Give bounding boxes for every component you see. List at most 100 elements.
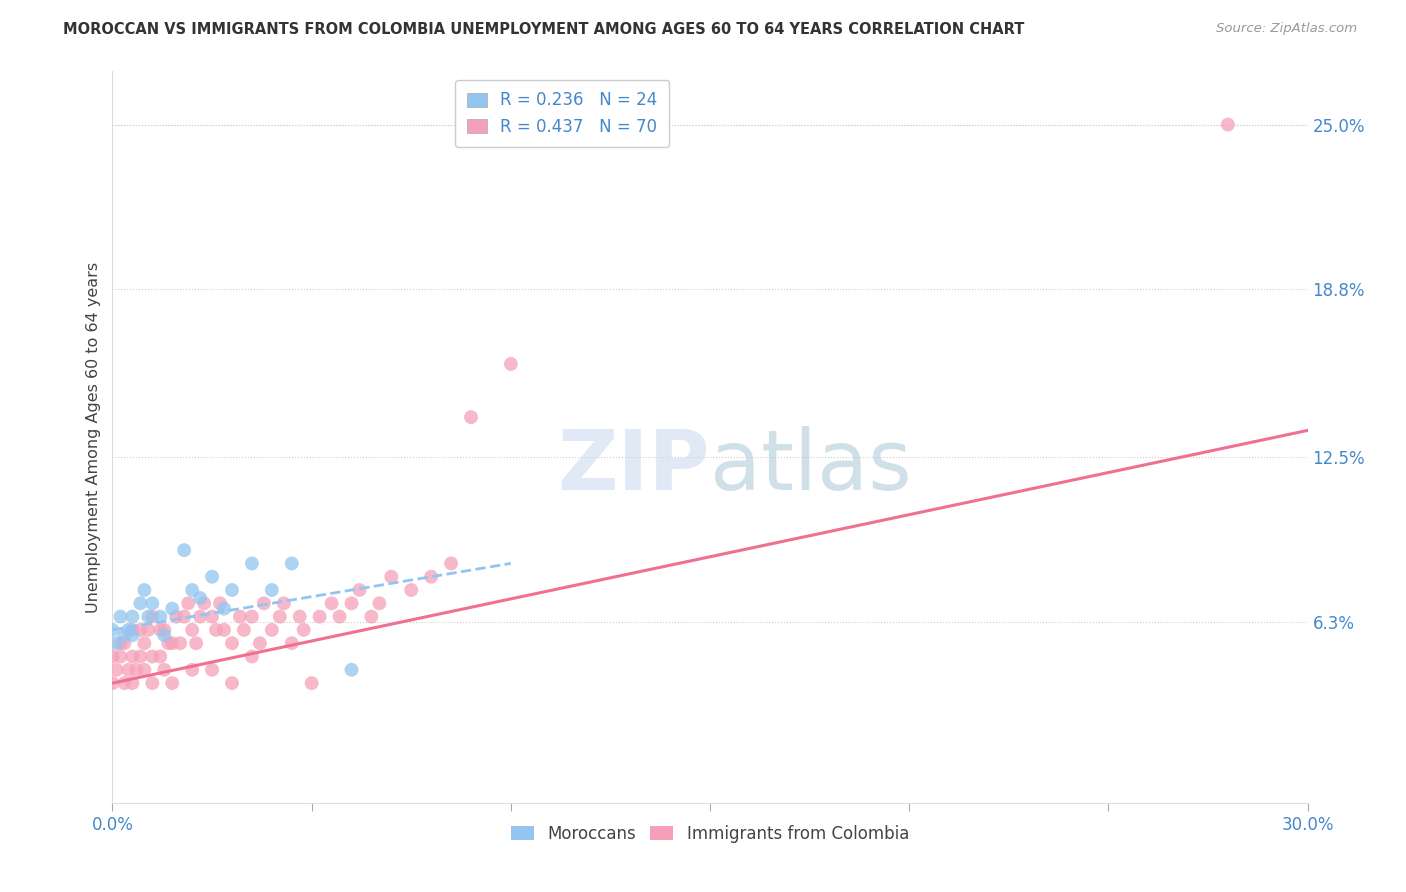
Point xyxy=(138,609,160,624)
Point xyxy=(440,557,463,571)
Point xyxy=(340,596,363,610)
Point xyxy=(121,628,143,642)
Point xyxy=(221,676,243,690)
Y-axis label: Unemployment Among Ages 60 to 64 years: Unemployment Among Ages 60 to 64 years xyxy=(86,261,101,613)
Text: Source: ZipAtlas.com: Source: ZipAtlas.com xyxy=(1216,22,1357,36)
Point xyxy=(233,623,256,637)
Point xyxy=(141,676,163,690)
Point xyxy=(114,628,135,642)
Point xyxy=(153,663,176,677)
Point xyxy=(288,609,311,624)
Point xyxy=(129,596,152,610)
Point xyxy=(308,609,330,624)
Point xyxy=(162,636,183,650)
Point xyxy=(292,623,315,637)
Text: MOROCCAN VS IMMIGRANTS FROM COLOMBIA UNEMPLOYMENT AMONG AGES 60 TO 64 YEARS CORR: MOROCCAN VS IMMIGRANTS FROM COLOMBIA UNE… xyxy=(63,22,1025,37)
Point xyxy=(162,601,183,615)
Point xyxy=(129,623,152,637)
Point xyxy=(360,609,382,624)
Point xyxy=(141,609,163,624)
Point xyxy=(121,609,143,624)
Point xyxy=(173,543,195,558)
Point xyxy=(269,609,291,624)
Point xyxy=(117,663,139,677)
Point xyxy=(401,582,423,597)
Point xyxy=(129,649,152,664)
Point xyxy=(281,557,304,571)
Point xyxy=(169,636,191,650)
Point xyxy=(134,582,156,597)
Point xyxy=(110,609,132,624)
Point xyxy=(368,596,391,610)
Point xyxy=(110,636,132,650)
Point xyxy=(121,623,143,637)
Point xyxy=(141,649,163,664)
Point xyxy=(240,557,263,571)
Point xyxy=(321,596,343,610)
Point xyxy=(420,570,443,584)
Point xyxy=(221,636,243,650)
Point xyxy=(162,676,183,690)
Text: ZIP: ZIP xyxy=(558,425,710,507)
Point xyxy=(181,582,204,597)
Point xyxy=(499,357,522,371)
Point xyxy=(114,676,135,690)
Point xyxy=(209,596,232,610)
Point xyxy=(153,628,176,642)
Point xyxy=(340,663,363,677)
Point xyxy=(201,570,224,584)
Point xyxy=(153,623,176,637)
Point xyxy=(229,609,252,624)
Point xyxy=(149,609,172,624)
Point xyxy=(188,591,211,605)
Point xyxy=(177,596,200,610)
Point xyxy=(149,623,172,637)
Point xyxy=(173,609,195,624)
Point xyxy=(181,663,204,677)
Point xyxy=(121,649,143,664)
Point xyxy=(188,609,211,624)
Point xyxy=(117,623,139,637)
Point xyxy=(157,636,180,650)
Point xyxy=(349,582,371,597)
Point xyxy=(181,623,204,637)
Point xyxy=(1216,118,1239,132)
Point xyxy=(249,636,271,650)
Point xyxy=(193,596,215,610)
Text: atlas: atlas xyxy=(710,425,911,507)
Point xyxy=(105,663,128,677)
Point xyxy=(134,636,156,650)
Point xyxy=(329,609,352,624)
Point xyxy=(101,676,124,690)
Point xyxy=(141,596,163,610)
Point xyxy=(281,636,304,650)
Point xyxy=(125,663,148,677)
Point xyxy=(101,649,124,664)
Point xyxy=(253,596,276,610)
Point xyxy=(240,649,263,664)
Point xyxy=(165,609,187,624)
Point xyxy=(205,623,228,637)
Point xyxy=(101,623,124,637)
Legend: Moroccans, Immigrants from Colombia: Moroccans, Immigrants from Colombia xyxy=(505,818,915,849)
Point xyxy=(240,609,263,624)
Point xyxy=(380,570,402,584)
Point xyxy=(121,676,143,690)
Point xyxy=(460,410,482,425)
Point xyxy=(110,649,132,664)
Point xyxy=(260,582,283,597)
Point xyxy=(212,623,235,637)
Point xyxy=(212,601,235,615)
Point xyxy=(221,582,243,597)
Point xyxy=(201,609,224,624)
Point xyxy=(301,676,323,690)
Point xyxy=(149,649,172,664)
Point xyxy=(186,636,208,650)
Point xyxy=(114,636,135,650)
Point xyxy=(273,596,295,610)
Point xyxy=(105,636,128,650)
Point xyxy=(138,623,160,637)
Point xyxy=(134,663,156,677)
Point xyxy=(260,623,283,637)
Point xyxy=(201,663,224,677)
